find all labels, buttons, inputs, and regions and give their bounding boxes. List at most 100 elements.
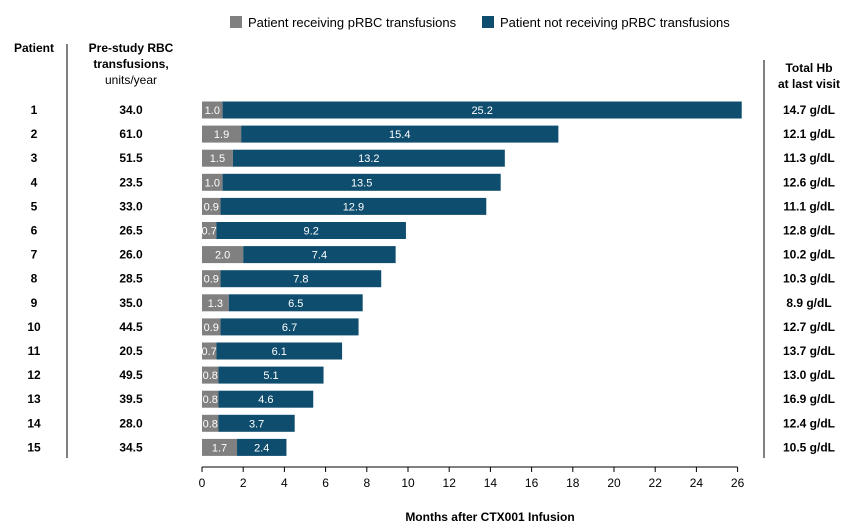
total-hb-value: 12.7 g/dL (783, 320, 835, 334)
bar-segment-not-receiving (216, 222, 406, 239)
bar-value-label: 0.9 (204, 322, 219, 334)
bar-segment-not-receiving (218, 414, 295, 432)
pre-study-header-line2: transfusions, (93, 57, 168, 71)
bar-segment-not-receiving (243, 246, 396, 264)
patient-number: 15 (27, 440, 41, 454)
bar-segment-receiving (202, 414, 219, 432)
pre-study-value: 26.5 (119, 224, 143, 238)
bar-segment-not-receiving (232, 149, 505, 167)
x-tick-label: 0 (199, 476, 206, 490)
pre-study-value: 20.5 (119, 344, 143, 358)
patient-number: 9 (31, 296, 38, 310)
legend-swatch-receiving (230, 16, 242, 28)
bar-segment-receiving (202, 222, 217, 239)
bar-segment-receiving (202, 149, 233, 167)
pre-study-value: 49.5 (119, 368, 143, 382)
legend-label-receiving: Patient receiving pRBC transfusions (248, 15, 457, 30)
bar-segment-receiving (202, 246, 244, 264)
bar-segment-receiving (202, 390, 219, 408)
pre-study-value: 51.5 (119, 151, 143, 165)
bar-value-label: 0.7 (202, 346, 217, 358)
total-hb-value: 13.7 g/dL (783, 344, 835, 358)
patient-number: 6 (31, 224, 38, 238)
bar-value-label: 3.7 (249, 418, 264, 430)
bar-value-label: 5.1 (263, 370, 278, 382)
total-hb-value: 11.3 g/dL (783, 151, 834, 165)
bar-segment-receiving (202, 366, 219, 384)
patient-number: 3 (31, 151, 38, 165)
bar-value-label: 7.4 (312, 250, 327, 262)
bar-value-label: 2.4 (254, 442, 269, 454)
total-hb-value: 12.1 g/dL (783, 127, 835, 141)
pre-study-value: 28.0 (119, 416, 143, 430)
bar-value-label: 0.9 (204, 274, 219, 286)
x-tick-label: 4 (281, 476, 288, 490)
x-tick-label: 2 (240, 476, 247, 490)
patient-number: 2 (31, 127, 38, 141)
pre-study-value: 39.5 (119, 392, 143, 406)
x-tick-label: 16 (525, 476, 539, 490)
bar-segment-receiving (202, 101, 223, 119)
bar-value-label: 4.6 (258, 394, 273, 406)
patient-header: Patient (14, 41, 54, 55)
pre-study-value: 34.0 (119, 103, 143, 117)
bar-segment-not-receiving (216, 342, 343, 360)
pre-study-value: 61.0 (119, 127, 143, 141)
patient-number: 13 (27, 392, 41, 406)
x-axis-title: Months after CTX001 Infusion (405, 510, 574, 524)
patient-number: 14 (27, 416, 41, 430)
bar-segment-not-receiving (220, 318, 359, 336)
bar-value-label: 2.0 (215, 250, 230, 262)
total-hb-value: 10.2 g/dL (783, 248, 835, 262)
bar-segment-receiving (202, 270, 221, 288)
pre-study-header-line3: units/year (105, 73, 157, 87)
total-hb-value: 12.4 g/dL (783, 416, 835, 430)
bar-value-label: 15.4 (389, 129, 410, 141)
bar-segment-not-receiving (228, 294, 363, 312)
bar-value-label: 1.0 (205, 177, 220, 189)
x-tick-label: 12 (443, 476, 457, 490)
bar-segment-not-receiving (220, 270, 382, 288)
bar-value-label: 0.8 (203, 370, 218, 382)
patient-number: 10 (27, 320, 41, 334)
patient-number: 8 (31, 272, 38, 286)
x-tick-label: 6 (322, 476, 329, 490)
bars: 1.0 25.2 1.9 15.4 1.5 13.2 1.0 13.5 0.9 12.9 0.7 9.… (202, 101, 742, 456)
bar-segment-receiving (202, 342, 217, 360)
total-hb-value: 16.9 g/dL (783, 392, 835, 406)
bar-value-label: 1.9 (214, 129, 229, 141)
bar-value-label: 6.5 (288, 298, 303, 310)
total-hb-value: 10.5 g/dL (783, 440, 835, 454)
x-tick-label: 10 (401, 476, 415, 490)
total-hb-header-line1: Total Hb (785, 61, 832, 75)
x-axis: 0 2 4 6 8 10 12 14 16 18 20 22 24 26 (199, 466, 745, 490)
patient-number: 7 (31, 248, 38, 262)
bar-value-label: 0.9 (204, 201, 219, 213)
total-hb-value: 10.3 g/dL (783, 272, 835, 286)
bar-value-label: 1.5 (210, 153, 225, 165)
bar-segment-receiving (202, 173, 223, 191)
total-hb-value: 14.7 g/dL (783, 103, 835, 117)
legend-label-not-receiving: Patient not receiving pRBC transfusions (500, 15, 730, 30)
bar-value-label: 0.7 (202, 226, 217, 238)
bar-segment-not-receiving (218, 366, 324, 384)
pre-study-value: 33.0 (119, 199, 143, 213)
total-hb-value: 8.9 g/dL (786, 296, 831, 310)
patient-number: 11 (28, 344, 41, 358)
x-tick-label: 26 (731, 476, 745, 490)
bar-value-label: 12.9 (343, 201, 364, 213)
x-tick-label: 22 (649, 476, 663, 490)
x-tick-label: 18 (566, 476, 580, 490)
bar-segment-receiving (202, 197, 221, 215)
bar-value-label: 13.2 (358, 153, 379, 165)
pre-study-value: 44.5 (119, 320, 143, 334)
pre-study-value: 28.5 (119, 272, 143, 286)
total-hb-header-line2: at last visit (778, 77, 840, 91)
pre-study-value: 35.0 (119, 296, 143, 310)
x-tick-label: 20 (607, 476, 621, 490)
bar-value-label: 9.2 (304, 226, 319, 238)
bar-value-label: 0.8 (203, 418, 218, 430)
patient-number: 1 (31, 103, 38, 117)
bar-value-label: 1.3 (208, 298, 223, 310)
